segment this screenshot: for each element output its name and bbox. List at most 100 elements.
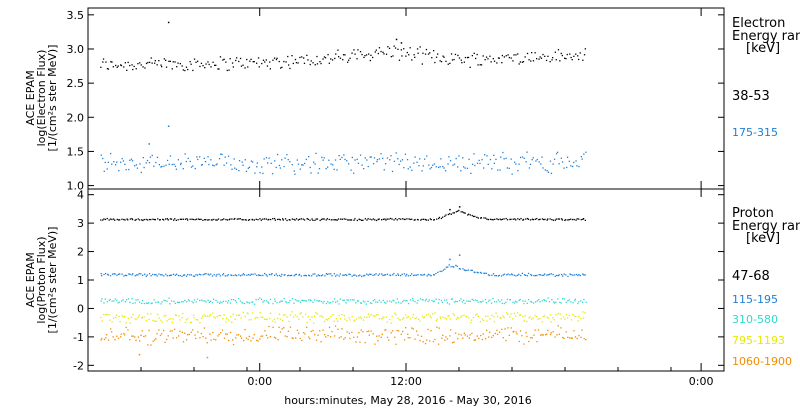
data-point [192, 165, 194, 167]
data-point [287, 159, 289, 161]
data-point [135, 274, 138, 276]
data-point [356, 58, 358, 60]
data-point [415, 274, 418, 276]
data-point [288, 64, 290, 66]
data-point [155, 320, 157, 322]
data-point [394, 218, 397, 220]
data-point [202, 300, 204, 302]
data-point [306, 54, 308, 56]
data-point [123, 275, 125, 277]
data-point [180, 301, 183, 303]
data-point [100, 219, 102, 221]
data-point [105, 61, 107, 63]
proton-legend-series-2: 115-195 [732, 293, 778, 306]
data-point [211, 302, 214, 304]
data-point [254, 273, 256, 275]
data-point [288, 301, 290, 304]
data-point [433, 274, 435, 276]
data-point [528, 167, 531, 169]
data-point [457, 338, 459, 340]
data-point [158, 273, 160, 275]
data-point [385, 329, 387, 331]
data-point [558, 274, 560, 276]
data-point [327, 301, 329, 303]
data-point [141, 219, 143, 221]
data-point [524, 56, 526, 58]
data-point [382, 51, 384, 53]
data-point [287, 55, 289, 58]
data-point [531, 218, 533, 220]
data-point [303, 332, 305, 334]
data-point [281, 66, 283, 68]
data-point [154, 62, 156, 64]
data-point [299, 301, 302, 303]
data-point [218, 273, 220, 275]
data-point [526, 320, 528, 323]
data-point [463, 61, 465, 63]
data-point [581, 301, 584, 303]
data-point [575, 219, 577, 221]
data-point [316, 299, 318, 302]
data-point [265, 274, 267, 276]
data-point [541, 334, 543, 336]
data-point [484, 154, 486, 156]
data-point [215, 339, 217, 341]
data-point [103, 218, 105, 220]
data-point [575, 316, 577, 318]
data-point [362, 319, 365, 321]
data-point [476, 162, 479, 164]
data-point [404, 218, 406, 221]
data-point [578, 218, 580, 220]
data-point [455, 264, 457, 267]
data-point [389, 318, 391, 321]
data-point [584, 48, 586, 50]
data-point [218, 68, 220, 70]
data-point [336, 169, 338, 171]
data-point [508, 334, 510, 336]
data-point [253, 61, 255, 63]
data-point [320, 300, 322, 303]
data-point [464, 212, 466, 214]
data-point [301, 56, 303, 58]
data-point [414, 219, 416, 221]
data-point [249, 274, 251, 276]
data-point [111, 61, 113, 63]
electron-legend-title-3: [keV] [746, 41, 780, 56]
series-38-53 [100, 21, 586, 72]
data-point [193, 58, 196, 60]
data-point [563, 298, 565, 300]
data-point [409, 337, 411, 339]
data-point-spike [458, 206, 461, 208]
data-point [487, 300, 490, 302]
data-point-spike [400, 42, 403, 44]
data-point [419, 320, 421, 322]
data-point [549, 61, 551, 63]
data-point [584, 274, 586, 276]
data-point [165, 164, 167, 166]
data-point [317, 172, 319, 174]
data-point [372, 56, 374, 59]
data-point [299, 218, 301, 220]
data-point [474, 271, 476, 274]
data-point [279, 301, 281, 303]
data-point [274, 160, 276, 162]
data-point [417, 219, 419, 221]
data-point [262, 172, 264, 175]
data-point [283, 165, 285, 168]
data-point [319, 219, 321, 222]
data-point [580, 336, 582, 338]
data-point [180, 163, 182, 166]
y-tick-label: 0 [77, 302, 84, 315]
data-point [507, 327, 509, 329]
data-point [298, 332, 300, 334]
data-point [563, 273, 565, 275]
data-point [521, 156, 524, 158]
data-point [505, 217, 507, 220]
data-point [382, 218, 385, 220]
data-point [403, 273, 406, 275]
data-point [305, 158, 307, 161]
data-point [274, 298, 276, 300]
data-point [374, 274, 376, 276]
data-point [109, 275, 112, 277]
data-point [540, 163, 542, 165]
